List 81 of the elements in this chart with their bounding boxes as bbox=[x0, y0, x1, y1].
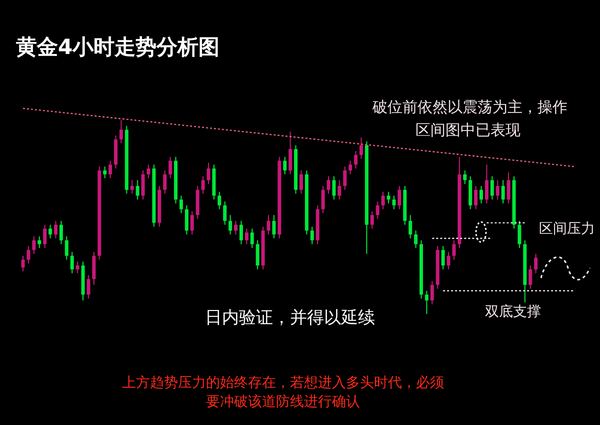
candlestick bbox=[54, 220, 58, 239]
candlestick bbox=[310, 226, 314, 245]
annotation: 双底支撑 bbox=[485, 304, 541, 320]
candlestick bbox=[38, 236, 42, 249]
candlestick bbox=[130, 180, 134, 194]
candlestick bbox=[414, 230, 418, 249]
candlestick bbox=[190, 210, 194, 235]
candlestick bbox=[92, 251, 96, 286]
candlestick bbox=[76, 261, 80, 274]
candlestick bbox=[359, 136, 363, 160]
text: 上方趋势压力的始终存在，若想进入多头时代，必须 bbox=[122, 375, 444, 391]
candlestick bbox=[398, 185, 402, 210]
candlestick bbox=[184, 204, 188, 235]
candlestick bbox=[244, 228, 248, 245]
candlestick bbox=[141, 170, 145, 200]
candlestick bbox=[272, 214, 276, 239]
candlestick bbox=[266, 214, 270, 235]
candlestick bbox=[354, 150, 358, 169]
candlestick bbox=[218, 191, 222, 210]
candlestick bbox=[348, 160, 352, 175]
annotation: 区间压力 bbox=[539, 221, 595, 237]
candlestick bbox=[163, 170, 167, 194]
candlestick bbox=[332, 176, 336, 200]
candlestick bbox=[299, 170, 303, 194]
candlestick bbox=[59, 220, 63, 245]
candlestick bbox=[496, 180, 500, 200]
candlestick bbox=[408, 214, 412, 239]
candlestick bbox=[119, 120, 123, 144]
candlestick bbox=[26, 246, 30, 264]
candlestick bbox=[136, 180, 140, 200]
candlestick bbox=[343, 166, 347, 190]
candlestick bbox=[463, 170, 467, 185]
candlestick bbox=[381, 191, 385, 210]
candlestick bbox=[250, 228, 254, 249]
annotation: 区间图中已表现 bbox=[416, 121, 520, 139]
candlestick bbox=[103, 166, 107, 179]
candlestick bbox=[424, 290, 428, 314]
text: 要冲破该道防线进行确认 bbox=[206, 394, 360, 410]
candlestick bbox=[490, 176, 494, 200]
candlestick bbox=[256, 240, 260, 270]
candlestick bbox=[392, 195, 396, 210]
candlestick bbox=[228, 214, 232, 235]
candlestick bbox=[283, 156, 287, 175]
candlestick bbox=[386, 191, 390, 204]
candlestick bbox=[528, 265, 532, 290]
candlestick bbox=[326, 176, 330, 194]
candlestick bbox=[239, 220, 243, 245]
annotation: 日内验证，并得以延续 bbox=[205, 308, 375, 328]
candlestick bbox=[70, 251, 74, 274]
candlestick bbox=[48, 224, 52, 239]
candlestick bbox=[108, 160, 112, 179]
candlestick bbox=[452, 240, 456, 260]
candlestick bbox=[86, 274, 90, 299]
candlestick bbox=[234, 220, 238, 235]
text: 破位前依然以震荡为主，操作 bbox=[372, 98, 568, 116]
candlestick bbox=[201, 176, 205, 194]
candlestick bbox=[484, 164, 488, 204]
candlestick bbox=[370, 210, 374, 230]
candlestick bbox=[534, 253, 538, 274]
candlestick bbox=[506, 172, 510, 204]
candlestick bbox=[441, 246, 445, 270]
candlestick bbox=[430, 280, 434, 305]
candlestick bbox=[518, 220, 522, 249]
candlestick bbox=[32, 236, 36, 254]
candlestick bbox=[21, 255, 25, 272]
candlestick bbox=[223, 200, 227, 226]
candlestick bbox=[474, 185, 478, 210]
candlestick bbox=[146, 164, 150, 179]
chart-title: 黄金4小时走势分析图 bbox=[15, 35, 220, 59]
candlestick bbox=[321, 185, 325, 214]
candlestick bbox=[338, 180, 342, 200]
candlestick bbox=[501, 180, 505, 204]
candlestick bbox=[480, 185, 484, 204]
candlestick bbox=[206, 162, 210, 185]
candlestick bbox=[168, 156, 172, 179]
candlestick bbox=[446, 251, 450, 270]
candlestick bbox=[179, 195, 183, 214]
candlestick bbox=[288, 131, 292, 175]
candlestick bbox=[376, 200, 380, 220]
candlestick bbox=[64, 236, 68, 260]
candlestick bbox=[43, 224, 47, 249]
